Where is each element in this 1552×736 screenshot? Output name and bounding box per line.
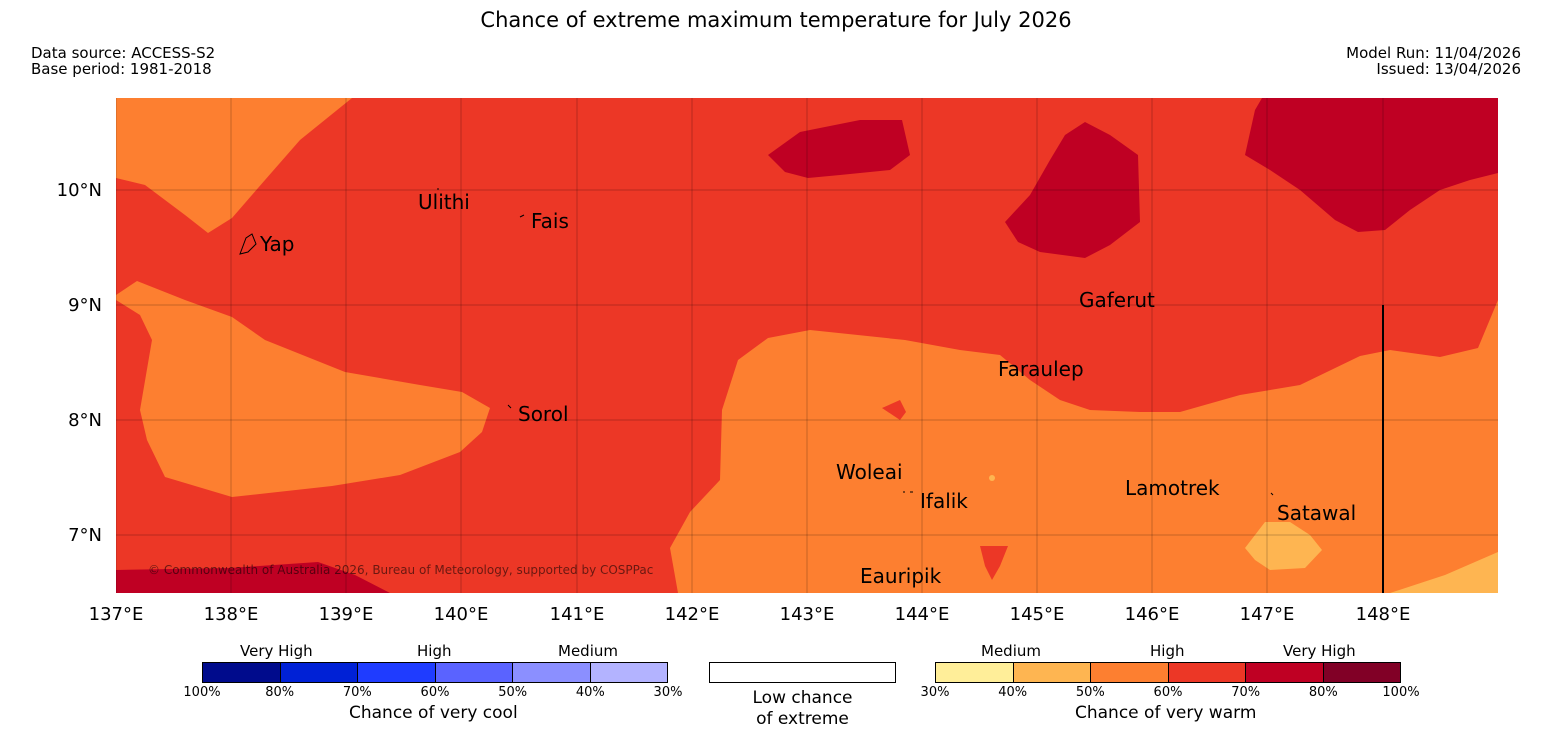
region-70-80-southwest	[116, 562, 390, 593]
yap-island-outline	[239, 233, 257, 255]
region-60-70-spot-b	[980, 546, 1008, 580]
lon-tick-label: 148°E	[1356, 604, 1411, 625]
colorbar-tick-label: 40%	[575, 685, 605, 700]
warm-group-very-high: Very High	[1283, 642, 1356, 660]
warm-caption: Chance of very warm	[1075, 703, 1257, 723]
colorbar-swatch	[513, 663, 591, 682]
colorbar-tick-label: 60%	[420, 685, 450, 700]
low-chance-caption-line1: Low chance	[752, 688, 853, 708]
colorbar-tick-label: 40%	[998, 685, 1028, 700]
longitude-ticks: 137°E 138°E 139°E 140°E 141°E 142°E 143°E 144°E…	[89, 604, 1411, 625]
colorbar-swatch	[1246, 663, 1324, 682]
lon-tick-label: 145°E	[1010, 604, 1065, 625]
colorbar-swatch	[203, 663, 281, 682]
place-label-eauripik: Eauripik	[860, 564, 942, 588]
warm-group-high: High	[1150, 642, 1185, 660]
lon-tick-label: 144°E	[895, 604, 950, 625]
place-label-fais: Fais	[531, 209, 569, 233]
cool-group-medium: Medium	[558, 642, 618, 660]
lat-tick-label: 9°N	[68, 295, 102, 316]
region-60-70-spot-a	[882, 400, 906, 420]
colorbar-swatch	[1091, 663, 1169, 682]
lon-tick-label: 142°E	[665, 604, 720, 625]
lat-tick-label: 8°N	[68, 410, 102, 431]
lon-tick-label: 140°E	[434, 604, 489, 625]
issued-date: Issued: 13/04/2026	[1376, 60, 1521, 78]
cool-group-very-high: Very High	[240, 642, 313, 660]
region-50-60-southeast	[670, 300, 1498, 593]
region-40-50-southeast-corner	[1390, 552, 1498, 593]
colorbar-swatch	[358, 663, 436, 682]
place-label-ulithi: Ulithi	[418, 190, 470, 214]
cool-colorbar	[202, 662, 668, 683]
colorbar-swatch	[1013, 663, 1091, 682]
lon-tick-label: 143°E	[780, 604, 835, 625]
map-plot-area: © Commonwealth of Australia 2026, Bureau…	[116, 98, 1498, 593]
colorbar-tick-label: 30%	[920, 685, 950, 700]
place-label-gaferut: Gaferut	[1079, 288, 1155, 312]
place-label-faraulep: Faraulep	[998, 357, 1084, 381]
colorbar-tick-label: 50%	[498, 685, 528, 700]
colorbar-tick-label: 70%	[342, 685, 372, 700]
colorbar-tick-label: 70%	[1231, 685, 1261, 700]
latitude-ticks: 10°N 9°N 8°N 7°N	[57, 180, 102, 546]
region-70-80-northeast	[1245, 98, 1498, 232]
colorbar-swatch	[936, 663, 1014, 682]
lon-tick-label: 141°E	[550, 604, 605, 625]
lon-tick-label: 147°E	[1240, 604, 1295, 625]
colorbar-tick-label: 100%	[1382, 685, 1420, 700]
region-70-80-north-center	[768, 120, 910, 178]
colorbar-tick-label: 80%	[265, 685, 295, 700]
island-markers	[239, 188, 1274, 496]
colorbar-swatch	[590, 663, 667, 682]
base-period: Base period: 1981-2018	[31, 60, 212, 78]
low-chance-caption-line2: of extreme	[756, 709, 849, 729]
region-50-60-northwest	[116, 98, 352, 233]
place-label-lamotrek: Lamotrek	[1125, 476, 1220, 500]
satawal-island-mark	[1270, 492, 1274, 496]
model-run: Model Run: 11/04/2026	[1346, 44, 1521, 62]
low-chance-swatch	[709, 662, 896, 683]
lat-tick-label: 10°N	[57, 180, 102, 201]
colorbar-tick-label: 30%	[653, 685, 683, 700]
region-50-60-west	[116, 281, 490, 497]
colorbar-tick-label: 50%	[1075, 685, 1105, 700]
meta-right: Model Run: 11/04/2026 Issued: 13/04/2026	[1346, 45, 1521, 77]
meta-left: Data source: ACCESS-S2 Base period: 1981…	[31, 45, 215, 77]
lat-tick-label: 7°N	[68, 525, 102, 546]
lon-tick-label: 139°E	[319, 604, 374, 625]
lon-tick-label: 137°E	[89, 604, 144, 625]
region-70-80-north	[1005, 122, 1140, 258]
region-40-50-spot	[989, 475, 995, 481]
warm-group-medium: Medium	[981, 642, 1041, 660]
warm-colorbar	[935, 662, 1401, 683]
colorbar-swatch	[1323, 663, 1400, 682]
sorol-island-mark	[507, 404, 512, 409]
low-chance-caption: Low chance of extreme	[709, 688, 896, 730]
colorbar-tick-label: 60%	[1153, 685, 1183, 700]
place-label-sorol: Sorol	[518, 402, 569, 426]
data-source: Data source: ACCESS-S2	[31, 44, 216, 62]
lon-tick-label: 138°E	[204, 604, 259, 625]
place-label-woleai: Woleai	[836, 460, 903, 484]
chart-title: Chance of extreme maximum temperature fo…	[480, 8, 1072, 32]
colorbar-swatch	[280, 663, 358, 682]
lon-tick-label: 146°E	[1125, 604, 1180, 625]
fais-island-mark	[519, 214, 525, 218]
place-label-satawal: Satawal	[1277, 501, 1356, 525]
colorbar-swatch	[1168, 663, 1246, 682]
cool-group-high: High	[417, 642, 452, 660]
place-label-ifalik: Ifalik	[920, 489, 968, 513]
colorbar-swatch	[435, 663, 513, 682]
region-40-50-east	[1245, 522, 1322, 570]
colorbar-tick-label: 80%	[1308, 685, 1338, 700]
place-label-yap: Yap	[259, 232, 294, 256]
cool-caption: Chance of very cool	[349, 703, 518, 723]
copyright-notice: © Commonwealth of Australia 2026, Bureau…	[148, 563, 653, 577]
place-labels: Ulithi Fais Yap Gaferut Faraulep Sorol Woleai I…	[259, 190, 1356, 588]
colorbar-tick-label: 100%	[183, 685, 221, 700]
